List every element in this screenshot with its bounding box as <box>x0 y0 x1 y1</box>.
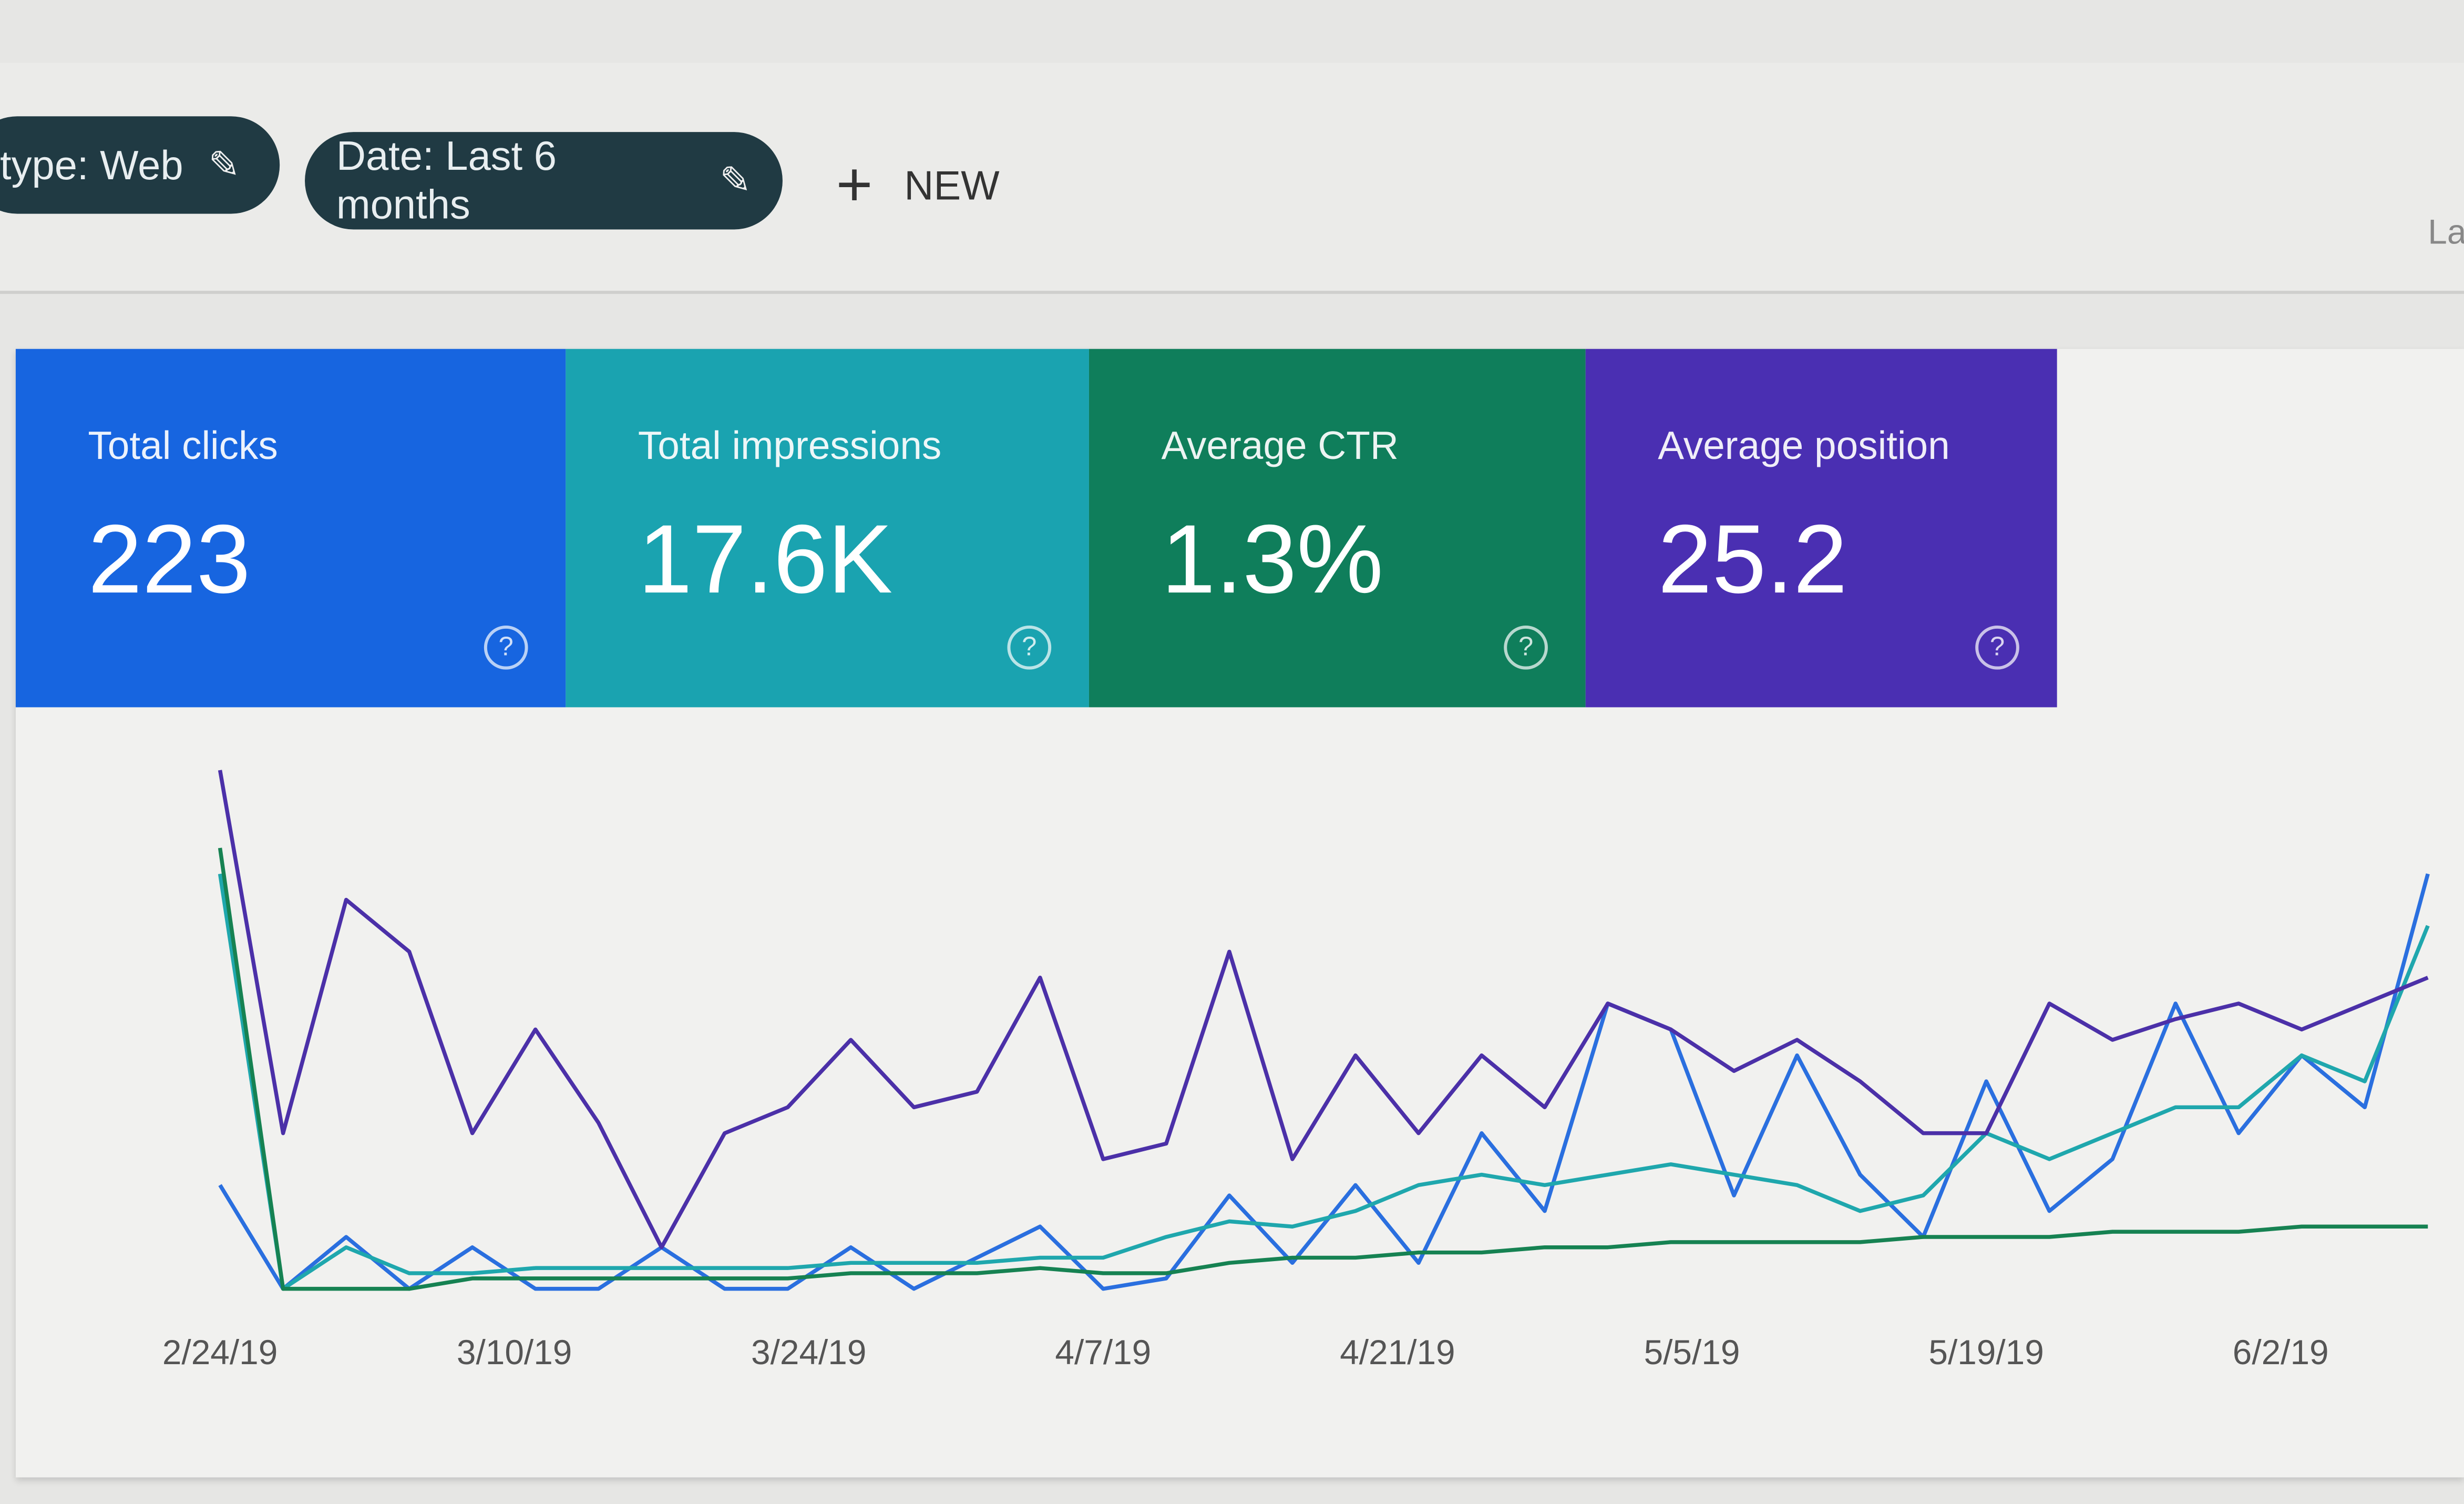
x-tick-label: 4/21/19 <box>1340 1333 1455 1372</box>
metric-card-average-ctr[interactable]: Average CTR 1.3% ? <box>1089 349 1586 708</box>
help-icon[interactable]: ? <box>1504 625 1548 670</box>
series-line-average-position <box>218 770 2429 1250</box>
new-filter-button[interactable]: + NEW <box>836 151 1000 222</box>
filter-bar: type: Web ✎ Date: Last 6 months ✎ <box>0 63 2464 294</box>
performance-panel: Total clicks 223 ? Total impressions 17.… <box>15 349 2464 1478</box>
help-icon[interactable]: ? <box>484 625 528 670</box>
metric-card-total-impressions[interactable]: Total impressions 17.6K ? <box>566 349 1089 708</box>
cut-off-label: La <box>2428 212 2464 252</box>
metric-label: Average position <box>1658 424 1950 468</box>
metric-label: Total clicks <box>88 424 278 468</box>
metric-card-total-clicks[interactable]: Total clicks 223 ? <box>15 349 566 708</box>
series-line-total-clicks <box>218 873 2430 1291</box>
metric-card-average-position[interactable]: Average position 25.2 ? <box>1585 349 2057 708</box>
search-type-filter-chip[interactable]: type: Web ✎ <box>0 116 280 214</box>
pencil-icon[interactable]: ✎ <box>208 144 240 187</box>
metric-value: 1.3% <box>1161 506 1384 615</box>
metric-label: Average CTR <box>1161 424 1399 468</box>
new-label: NEW <box>904 161 1000 209</box>
metric-value: 25.2 <box>1658 506 1848 615</box>
metric-label: Total impressions <box>638 424 942 468</box>
performance-chart: 2/24/19 3/10/19 3/24/19 4/7/19 4/21/19 5/5/19… <box>162 770 2430 1372</box>
x-tick-label: 3/10/19 <box>457 1333 572 1372</box>
help-icon[interactable]: ? <box>1007 625 1052 670</box>
metric-cards: Total clicks 223 ? Total impressions 17.… <box>15 349 2057 708</box>
x-tick-label: 5/19/19 <box>1928 1333 2044 1372</box>
x-tick-label: 2/24/19 <box>162 1333 278 1372</box>
help-icon[interactable]: ? <box>1975 625 2019 670</box>
series-line-total-impressions <box>218 873 2430 1291</box>
chip-label: Date: Last 6 months <box>336 132 557 228</box>
date-filter-chip[interactable]: Date: Last 6 months ✎ <box>305 132 783 230</box>
x-tick-label: 3/24/19 <box>751 1333 866 1372</box>
x-tick-label: 6/2/19 <box>2233 1333 2329 1372</box>
metric-value: 17.6K <box>638 506 893 615</box>
series-line-average-ctr <box>218 847 2428 1291</box>
metric-value: 223 <box>88 506 251 615</box>
plus-icon: + <box>836 151 873 220</box>
pencil-icon[interactable]: ✎ <box>720 159 752 202</box>
x-tick-label: 5/5/19 <box>1644 1333 1740 1372</box>
chip-label: type: Web <box>0 140 183 188</box>
x-tick-label: 4/7/19 <box>1055 1333 1151 1372</box>
